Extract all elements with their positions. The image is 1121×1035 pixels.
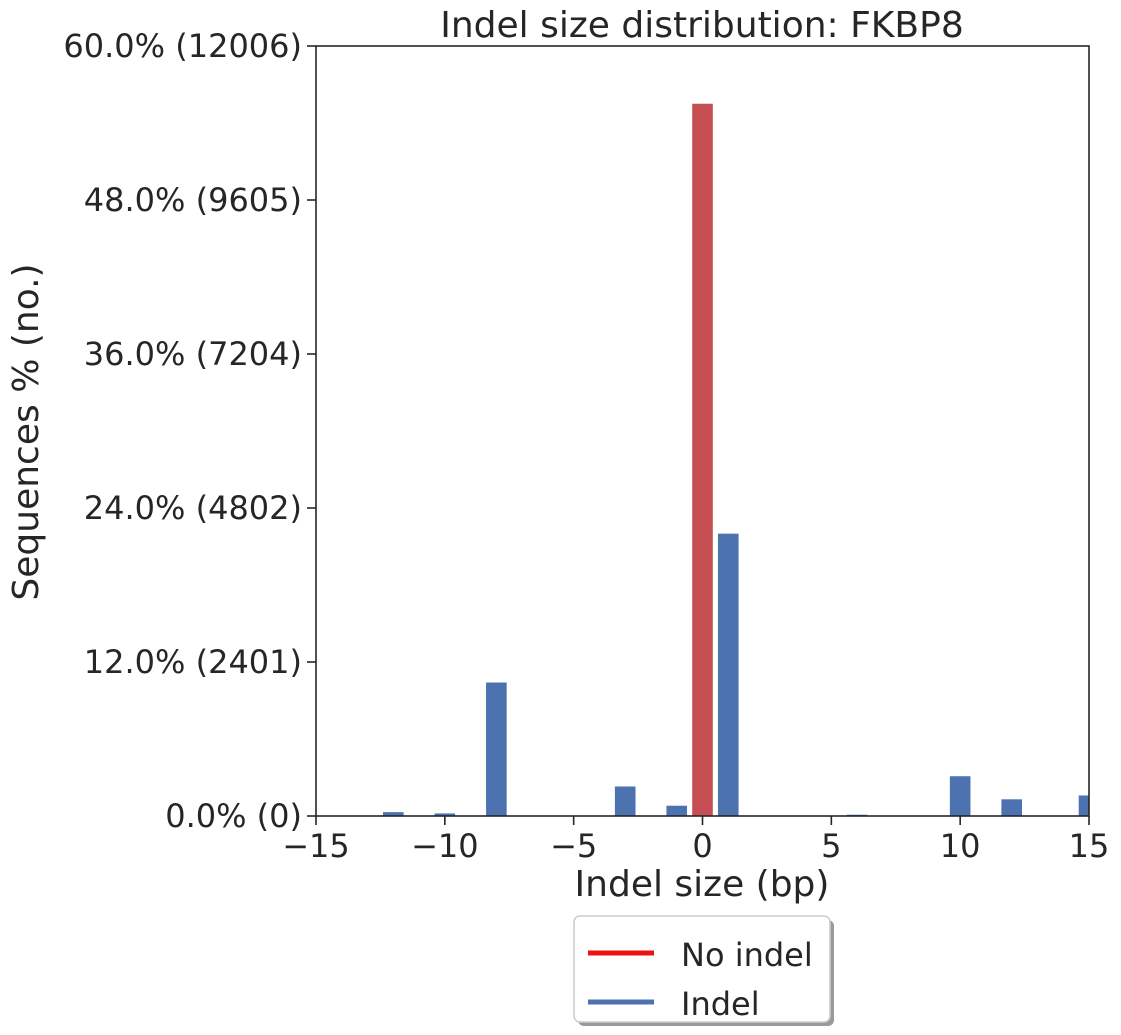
x-tick-label-3: 0 xyxy=(692,827,712,865)
chart-title: Indel size distribution: FKBP8 xyxy=(440,5,963,46)
y-axis-label: Sequences % (no.) xyxy=(6,263,47,600)
bar-no-indel-0 xyxy=(692,103,713,816)
legend-label-indel: Indel xyxy=(681,985,760,1023)
y-tick-label-0: 0.0% (0) xyxy=(165,797,302,835)
bar-indel-4 xyxy=(666,805,688,816)
bar-indel-9 xyxy=(1078,795,1089,816)
bar-indel-2 xyxy=(486,682,507,816)
legend: No indel Indel xyxy=(573,915,834,1026)
x-tick-label-1: −10 xyxy=(411,827,479,865)
y-tick-label-4: 48.0% (9605) xyxy=(84,181,302,219)
y-tick-label-1: 12.0% (2401) xyxy=(84,643,302,681)
x-tick-label-2: −5 xyxy=(550,827,597,865)
bar-indel-5 xyxy=(717,533,739,816)
y-tick-label-2: 24.0% (4802) xyxy=(84,489,302,527)
bar-indel-0 xyxy=(383,812,404,816)
x-tick-label-6: 15 xyxy=(1069,827,1110,865)
x-axis-ticks: −15 −10 −5 0 5 10 15 xyxy=(282,816,1109,865)
y-tick-label-3: 36.0% (7204) xyxy=(84,335,302,373)
y-axis-ticks: 0.0% (0) 12.0% (2401) 24.0% (4802) 36.0% (7… xyxy=(63,27,316,835)
y-tick-label-5: 60.0% (12006) xyxy=(63,27,302,65)
x-tick-label-5: 10 xyxy=(940,827,981,865)
x-axis-label: Indel size (bp) xyxy=(575,864,830,905)
bar-indel-1 xyxy=(434,813,456,816)
bar-indel-3 xyxy=(614,786,636,816)
x-tick-label-0: −15 xyxy=(282,827,350,865)
bar-indel-8 xyxy=(1001,799,1022,816)
legend-label-no-indel: No indel xyxy=(681,936,813,974)
x-tick-label-4: 5 xyxy=(821,827,841,865)
bar-indel-7 xyxy=(949,776,971,816)
bars-layer xyxy=(383,103,1089,816)
legend-box xyxy=(573,915,831,1023)
